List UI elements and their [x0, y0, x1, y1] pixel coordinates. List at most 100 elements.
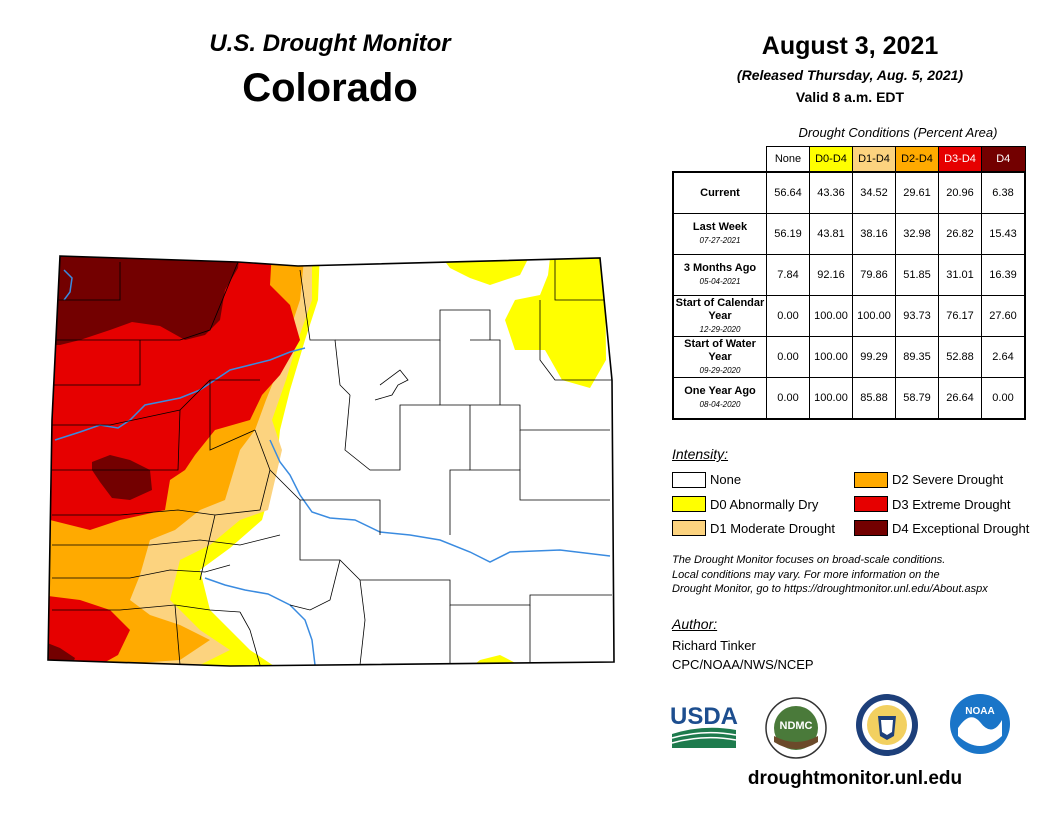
legend-label-d1: D1 Moderate Drought [710, 521, 836, 536]
table-row-one-year-ago: One Year Ago 08-04-2020 0.00 100.00 85.88… [672, 377, 1026, 420]
legend-label-d2: D2 Severe Drought [892, 472, 1004, 487]
rio-grande-river [204, 577, 316, 666]
state-border [47, 255, 615, 667]
drought-d4-north-area [48, 256, 240, 345]
ndmc-logo-text: NDMC [780, 720, 813, 732]
note-line: Drought Monitor, go to https://droughtmo… [672, 583, 988, 595]
legend-swatch-d1 [672, 520, 706, 536]
drought-d0-ne-area [440, 256, 530, 285]
disclaimer-note: The Drought Monitor focuses on broad-sca… [672, 553, 1042, 597]
table-caption: Drought Conditions (Percent Area) [798, 125, 998, 140]
legend-swatch-d4 [854, 520, 888, 536]
row-label: One Year Ago 08-04-2020 [672, 377, 767, 420]
cell-value: 29.61 [895, 171, 939, 214]
cell-value: 56.64 [766, 171, 810, 214]
website-url[interactable]: droughtmonitor.unl.edu [747, 768, 963, 789]
row-date: 12-29-2020 [699, 324, 741, 334]
row-date: 07-27-2021 [699, 236, 741, 245]
cell-value: 16.39 [981, 254, 1026, 296]
cell-value: 43.36 [809, 171, 853, 214]
col-d3-d4: D3-D4 [938, 146, 982, 173]
cell-value: 79.86 [852, 254, 896, 296]
table-row-current: Current 56.64 43.36 34.52 29.61 20.96 6.… [672, 171, 1026, 214]
row-label: Start of Calendar Year 12-29-2020 [672, 295, 767, 337]
cell-value: 0.00 [766, 336, 810, 378]
cell-value: 100.00 [809, 377, 853, 420]
row-label: Start of Water Year 09-29-2020 [672, 336, 767, 378]
county-lines [52, 258, 612, 666]
cell-value: 56.19 [766, 213, 810, 255]
cell-value: 6.38 [981, 171, 1026, 214]
row-label: 3 Months Ago 05-04-2021 [672, 254, 767, 296]
cell-value: 93.73 [895, 295, 939, 337]
legend-swatch-none [672, 472, 706, 488]
cell-value: 76.17 [938, 295, 982, 337]
legend-label-d3: D3 Extreme Drought [892, 497, 1011, 512]
col-d2-d4: D2-D4 [895, 146, 939, 173]
col-d1-d4: D1-D4 [852, 146, 896, 173]
north-platte-river [63, 269, 73, 301]
row-date: 09-29-2020 [699, 365, 741, 375]
drought-d0-east-area [505, 258, 606, 388]
legend-label-none: None [710, 472, 742, 487]
author-organization: CPC/NOAA/NWS/NCEP [672, 657, 814, 672]
cell-value: 100.00 [809, 295, 853, 337]
cell-value: 31.01 [938, 254, 982, 296]
noaa-logo-text: NOAA [965, 706, 994, 717]
author-title: Author: [672, 616, 718, 632]
valid-time: Valid 8 a.m. EDT [795, 89, 905, 105]
cell-value: 92.16 [809, 254, 853, 296]
map-date: August 3, 2021 [761, 32, 939, 60]
cell-value: 58.79 [895, 377, 939, 420]
cell-value: 38.16 [852, 213, 896, 255]
cell-value: 100.00 [809, 336, 853, 378]
cell-value: 26.64 [938, 377, 982, 420]
cell-value: 85.88 [852, 377, 896, 420]
cell-value: 15.43 [981, 213, 1026, 255]
noaa-logo: NOAA [950, 694, 1010, 754]
table-row-start-calendar-year: Start of Calendar Year 12-29-2020 0.00 10… [672, 295, 1026, 337]
drought-conditions-table: None D0-D4 D1-D4 D2-D4 D3-D4 D4 Current … [672, 146, 1026, 420]
colorado-drought-map [47, 255, 615, 667]
col-none: None [766, 146, 810, 173]
legend-swatch-d0 [672, 496, 706, 512]
cell-value: 32.98 [895, 213, 939, 255]
cell-value: 100.00 [852, 295, 896, 337]
usda-logo: USDA [670, 703, 738, 748]
note-line: The Drought Monitor focuses on broad-sca… [672, 554, 946, 566]
state-title: Colorado [242, 66, 418, 110]
cell-value: 7.84 [766, 254, 810, 296]
col-d0-d4: D0-D4 [809, 146, 853, 173]
legend-label-d0: D0 Abnormally Dry [710, 497, 819, 512]
table-corner [673, 146, 767, 173]
legend-label-d4: D4 Exceptional Drought [892, 521, 1030, 536]
ndmc-logo: NDMC [765, 697, 827, 759]
cell-value: 27.60 [981, 295, 1026, 337]
legend-swatch-d2 [854, 472, 888, 488]
legend-swatch-d3 [854, 496, 888, 512]
row-date: 05-04-2021 [699, 277, 741, 286]
table-header-row: None D0-D4 D1-D4 D2-D4 D3-D4 D4 [673, 146, 1026, 173]
cell-value: 51.85 [895, 254, 939, 296]
author-name: Richard Tinker [672, 638, 756, 653]
cell-value: 99.29 [852, 336, 896, 378]
cell-value: 20.96 [938, 171, 982, 214]
map-subtitle: U.S. Drought Monitor [209, 30, 451, 57]
cell-value: 0.00 [766, 295, 810, 337]
release-date: (Released Thursday, Aug. 5, 2021) [736, 67, 964, 83]
cell-value: 0.00 [981, 377, 1026, 420]
row-label: Last Week 07-27-2021 [672, 213, 767, 255]
table-row-3-months-ago: 3 Months Ago 05-04-2021 7.84 92.16 79.86 … [672, 254, 1026, 296]
col-d4: D4 [981, 146, 1026, 173]
colorado-river [54, 347, 306, 441]
cell-value: 2.64 [981, 336, 1026, 378]
table-row-last-week: Last Week 07-27-2021 56.19 43.81 38.16 32… [672, 213, 1026, 255]
cell-value: 26.82 [938, 213, 982, 255]
drought-d4-west-area [92, 455, 152, 500]
note-line: Local conditions may vary. For more info… [672, 568, 940, 581]
cell-value: 52.88 [938, 336, 982, 378]
usda-logo-text: USDA [670, 703, 738, 730]
row-label: Current [672, 171, 767, 214]
legend-title: Intensity: [672, 446, 729, 462]
cell-value: 0.00 [766, 377, 810, 420]
